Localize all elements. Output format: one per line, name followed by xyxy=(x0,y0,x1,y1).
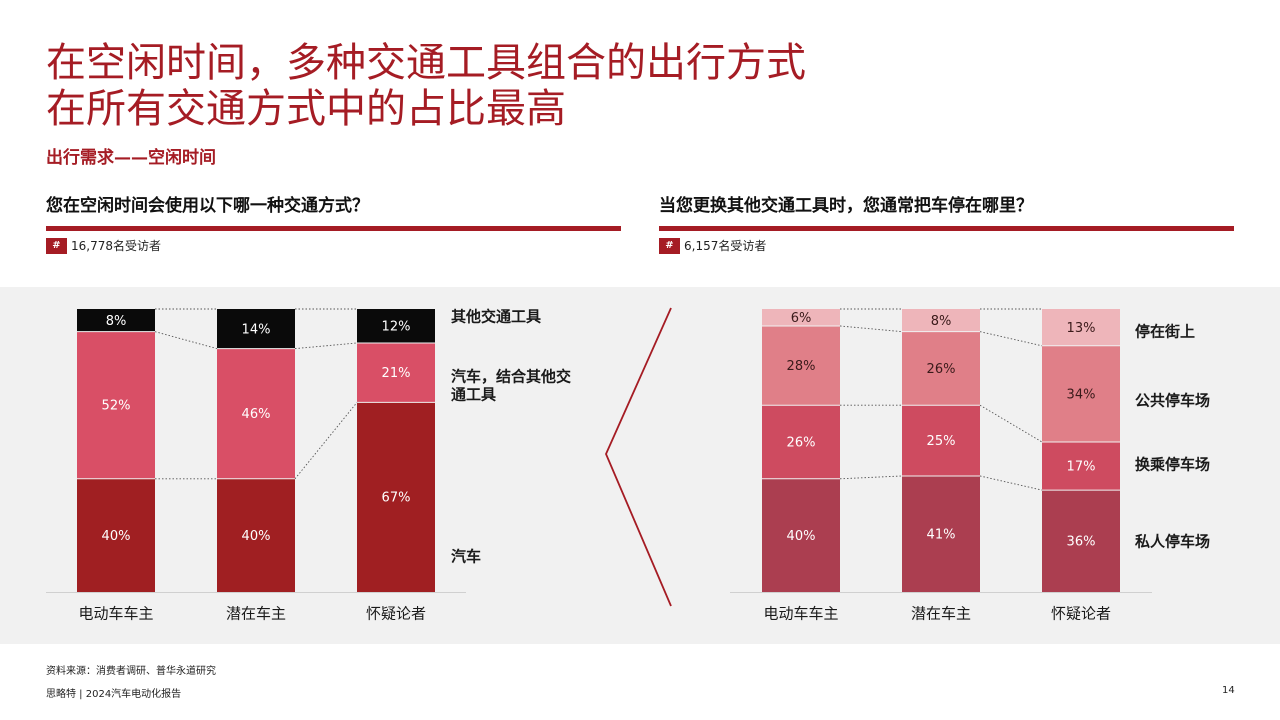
page-number: 14 xyxy=(1222,685,1235,696)
chart0-data-label-s1-c1: 46% xyxy=(242,407,271,422)
chart0-data-label-s2-c1: 14% xyxy=(242,322,271,337)
chart1-connector-s0-c0 xyxy=(839,475,903,480)
chart0-data-label-s1-c0: 52% xyxy=(102,399,131,414)
chart0-bar-s2-c2 xyxy=(357,309,435,343)
chart0-bar-s2-c0 xyxy=(77,309,155,332)
chart0-category-label-1: 潜在车主 xyxy=(226,605,286,623)
chart1-legend-s1-line0: 换乘停车场 xyxy=(1135,456,1210,474)
chart0-data-label-s1-c2: 21% xyxy=(382,366,411,381)
chart1-data-label-s1-c2: 17% xyxy=(1067,460,1096,475)
page-title: 在空闲时间，多种交通工具组合的出行方式 在所有交通方式中的占比最高 xyxy=(46,40,946,132)
chart1-data-label-s0-c0: 40% xyxy=(787,529,816,544)
chart0-legend-s2-line0: 其他交通工具 xyxy=(451,308,541,326)
chart0-bar-s1-c0 xyxy=(77,331,155,479)
right-chart-question: 当您更换其他交通工具时，您通常把车停在哪里？ xyxy=(659,196,1033,216)
left-title-rule xyxy=(46,226,621,231)
chart0-connector-s1-c1 xyxy=(294,342,358,350)
chart1-bar-s1-c1 xyxy=(902,405,980,476)
chart0-legend-s1-line1: 通工具 xyxy=(451,386,496,404)
left-chart-question: 您在空闲时间会使用以下哪一种交通方式？ xyxy=(46,196,369,216)
chart0-category-label-0: 电动车车主 xyxy=(78,605,153,623)
chart0-bar-s0-c2 xyxy=(357,402,435,592)
left-respondents-count: 16,778名受访者 xyxy=(71,239,161,253)
chart1-data-label-s2-c1: 26% xyxy=(927,362,956,377)
chart1-connector-s1-c1 xyxy=(979,404,1043,443)
chart0-legend-s0-line0: 汽车 xyxy=(451,548,481,566)
chart0-connector-s1-c0 xyxy=(154,331,218,350)
chart1-data-label-s1-c0: 26% xyxy=(787,436,816,451)
right-title-rule xyxy=(659,226,1234,231)
chart1-bar-s2-c0 xyxy=(762,325,840,406)
chart1-legend-s3-line0: 停在街上 xyxy=(1135,323,1195,341)
hash-icon: # xyxy=(659,237,680,254)
chart1-bar-s2-c1 xyxy=(902,331,980,406)
chart1-legend-s2-line0: 公共停车场 xyxy=(1135,392,1210,410)
chart0-data-label-s0-c0: 40% xyxy=(102,529,131,544)
chart1-category-label-0: 电动车车主 xyxy=(763,605,838,623)
chart1-data-label-s2-c2: 34% xyxy=(1067,387,1096,402)
footer-source: 资料来源：消费者调研、普华永道研究 xyxy=(46,666,216,677)
chart1-data-label-s3-c1: 8% xyxy=(931,314,952,329)
chart0-bar-s2-c1 xyxy=(217,309,295,349)
chart0-data-label-s0-c2: 67% xyxy=(382,491,411,506)
right-respondents-count: 6,157名受访者 xyxy=(684,239,767,253)
chart1-bar-s0-c0 xyxy=(762,478,840,592)
page-subtitle: 出行需求——空闲时间 xyxy=(46,148,216,168)
chart0-data-label-s2-c2: 12% xyxy=(382,319,411,334)
right-respondents: # 6,157名受访者 xyxy=(659,237,766,254)
chart1-category-label-1: 潜在车主 xyxy=(911,605,971,623)
page-title-line-1: 在空闲时间，多种交通工具组合的出行方式 xyxy=(46,40,806,86)
chart1-bar-s3-c0 xyxy=(762,309,840,326)
chart0-bar-s1-c1 xyxy=(217,348,295,479)
chart1-bar-s1-c2 xyxy=(1042,442,1120,491)
chart0-bar-s1-c2 xyxy=(357,342,435,403)
chart1-data-label-s3-c0: 6% xyxy=(791,311,812,326)
chart1-connector-s0-c1 xyxy=(979,475,1043,491)
chart1-data-label-s1-c1: 25% xyxy=(927,434,956,449)
chart0-bar-s0-c1 xyxy=(217,478,295,592)
chart0-data-label-s2-c0: 8% xyxy=(106,314,127,329)
chart0-bar-s0-c0 xyxy=(77,478,155,592)
hash-icon: # xyxy=(46,237,67,254)
chart0-category-label-2: 怀疑论者 xyxy=(366,605,426,623)
chart1-bar-s0-c1 xyxy=(902,475,980,592)
chart-connector-bracket xyxy=(605,307,672,607)
chart1-bar-s1-c0 xyxy=(762,405,840,479)
footer-brand: 思略特 | 2024汽车电动化报告 xyxy=(46,689,182,700)
chart1-bar-s3-c1 xyxy=(902,309,980,332)
chart1-category-label-2: 怀疑论者 xyxy=(1051,605,1111,623)
chart1-data-label-s0-c2: 36% xyxy=(1067,535,1096,550)
chart1-legend-s0-line0: 私人停车场 xyxy=(1134,533,1210,551)
chart0-data-label-s0-c1: 40% xyxy=(242,529,271,544)
chart1-data-label-s3-c2: 13% xyxy=(1067,321,1096,336)
chart1-data-label-s0-c1: 41% xyxy=(927,527,956,542)
left-respondents: # 16,778名受访者 xyxy=(46,237,161,254)
page-title-line-2: 在所有交通方式中的占比最高 xyxy=(46,86,566,132)
chart1-bar-s3-c2 xyxy=(1042,309,1120,346)
chart1-bar-s2-c2 xyxy=(1042,345,1120,443)
chart1-data-label-s2-c0: 28% xyxy=(787,359,816,374)
chart1-connector-s2-c0 xyxy=(839,325,903,333)
chart0-legend-s1-line0: 汽车，结合其他交 xyxy=(451,368,571,386)
chart0-connector-s0-c1 xyxy=(294,402,358,480)
chart1-bar-s0-c2 xyxy=(1042,490,1120,592)
chart1-connector-s2-c1 xyxy=(979,331,1043,347)
